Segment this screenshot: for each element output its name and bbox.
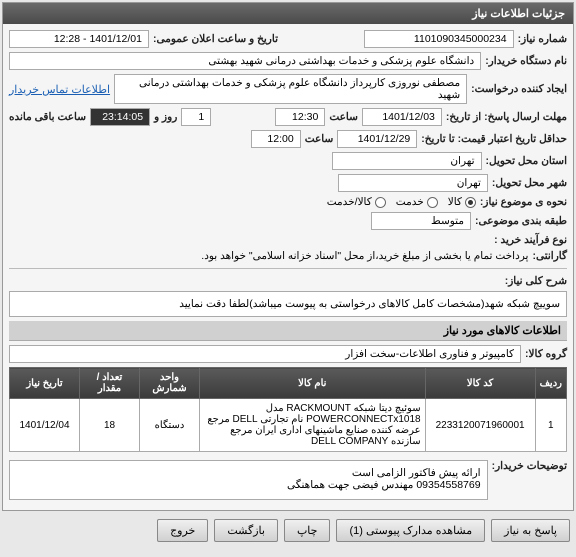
day-label: روز و — [154, 111, 177, 123]
validity-label: حداقل تاریخ اعتبار قیمت: تا تاریخ: — [421, 133, 567, 145]
goods-section-title: اطلاعات کالاهای مورد نیاز — [9, 321, 567, 341]
summary-label: شرح کلی نیاز: — [505, 275, 567, 287]
contact-link[interactable]: اطلاعات تماس خریدار — [9, 83, 110, 96]
city-label: استان محل تحویل: — [486, 155, 567, 167]
col-code: کد کالا — [425, 368, 535, 399]
goods-table: ردیف کد کالا نام کالا واحد شمارش تعداد /… — [9, 367, 567, 452]
col-qty: تعداد / مقدار — [80, 368, 140, 399]
guarantee-note: پرداخت تمام یا بخشی از مبلغ خرید،از محل … — [201, 250, 528, 262]
need-no-value: 1101090345000234 — [364, 30, 514, 48]
col-name: نام کالا — [200, 368, 426, 399]
need-type-radios: کالا خدمت کالا/خدمت — [327, 196, 476, 208]
radio-goods-label: کالا — [448, 196, 462, 208]
button-row: پاسخ به نیاز مشاهده مدارک پیوستی (1) چاپ… — [0, 513, 576, 548]
deadline-date: 1401/12/03 — [362, 108, 442, 126]
deadline-label: مهلت ارسال پاسخ: از تاریخ: — [446, 111, 567, 123]
need-no-label: شماره نیاز: — [518, 33, 567, 45]
cell-date: 1401/12/04 — [10, 399, 80, 452]
days-value: 1 — [181, 108, 211, 126]
pkg-value: متوسط — [371, 212, 471, 230]
radio-service-label: خدمت — [396, 196, 424, 208]
need-type-label: نحوه ی موضوع نیاز: — [480, 196, 567, 208]
city2-value: تهران — [338, 174, 488, 192]
validity-date: 1401/12/29 — [337, 130, 417, 148]
col-idx: ردیف — [535, 368, 566, 399]
time-label-1: ساعت — [329, 111, 358, 123]
summary-text: سوییچ شبکه شهد(مشخصات کامل کالاهای درخوا… — [9, 291, 567, 317]
radio-both[interactable] — [375, 197, 386, 208]
col-unit: واحد شمارش — [140, 368, 200, 399]
buyer-org-value: دانشگاه علوم پزشکی و خدمات بهداشتی درمان… — [9, 52, 481, 70]
print-button[interactable]: چاپ — [284, 519, 331, 542]
radio-both-label: کالا/خدمت — [327, 196, 372, 208]
exit-button[interactable]: خروج — [157, 519, 208, 542]
cell-idx: 1 — [535, 399, 566, 452]
creator-value: مصطفی نوروزی کارپرداز دانشگاه علوم پزشکی… — [114, 74, 467, 104]
cell-name: سوئیچ دیتا شبکه RACKMOUNT مدل POWERCONNE… — [200, 399, 426, 452]
time-label-2: ساعت — [305, 133, 334, 145]
reply-button[interactable]: پاسخ به نیاز — [491, 519, 570, 542]
notes-label: توضیحات خریدار: — [492, 460, 567, 472]
creator-label: ایجاد کننده درخواست: — [471, 83, 567, 95]
city-value: تهران — [332, 152, 482, 170]
table-row: 1 2233120071960001 سوئیچ دیتا شبکه RACKM… — [10, 399, 567, 452]
guarantee-label: گارانتی: — [532, 250, 567, 262]
panel-body: شماره نیاز: 1101090345000234 تاریخ و ساع… — [3, 24, 573, 510]
cell-unit: دستگاه — [140, 399, 200, 452]
buyer-org-label: نام دستگاه خریدار: — [485, 55, 567, 67]
validity-time: 12:00 — [251, 130, 301, 148]
panel-title: جزئیات اطلاعات نیاز — [3, 3, 573, 24]
process-label: نوع فرآیند خرید : — [494, 234, 567, 246]
announce-value: 1401/12/01 - 12:28 — [9, 30, 149, 48]
notes-text: ارائه پیش فاکتور الزامی است 09354558769 … — [9, 460, 488, 500]
remain-time: 23:14:05 — [90, 108, 150, 126]
remain-label: ساعت باقی مانده — [9, 111, 86, 123]
pkg-label: طبقه بندی موضوعی: — [475, 215, 567, 227]
radio-goods[interactable] — [465, 197, 476, 208]
group-label: گروه کالا: — [525, 348, 567, 360]
announce-label: تاریخ و ساعت اعلان عمومی: — [153, 33, 278, 45]
radio-service[interactable] — [427, 197, 438, 208]
cell-code: 2233120071960001 — [425, 399, 535, 452]
main-panel: جزئیات اطلاعات نیاز شماره نیاز: 11010903… — [2, 2, 574, 511]
back-button[interactable]: بازگشت — [214, 519, 278, 542]
attach-button[interactable]: مشاهده مدارک پیوستی (1) — [336, 519, 485, 542]
deadline-time: 12:30 — [275, 108, 325, 126]
cell-qty: 18 — [80, 399, 140, 452]
group-value: کامپیوتر و فناوری اطلاعات-سخت افزار — [9, 345, 521, 363]
city2-label: شهر محل تحویل: — [492, 177, 567, 189]
col-date: تاریخ نیاز — [10, 368, 80, 399]
